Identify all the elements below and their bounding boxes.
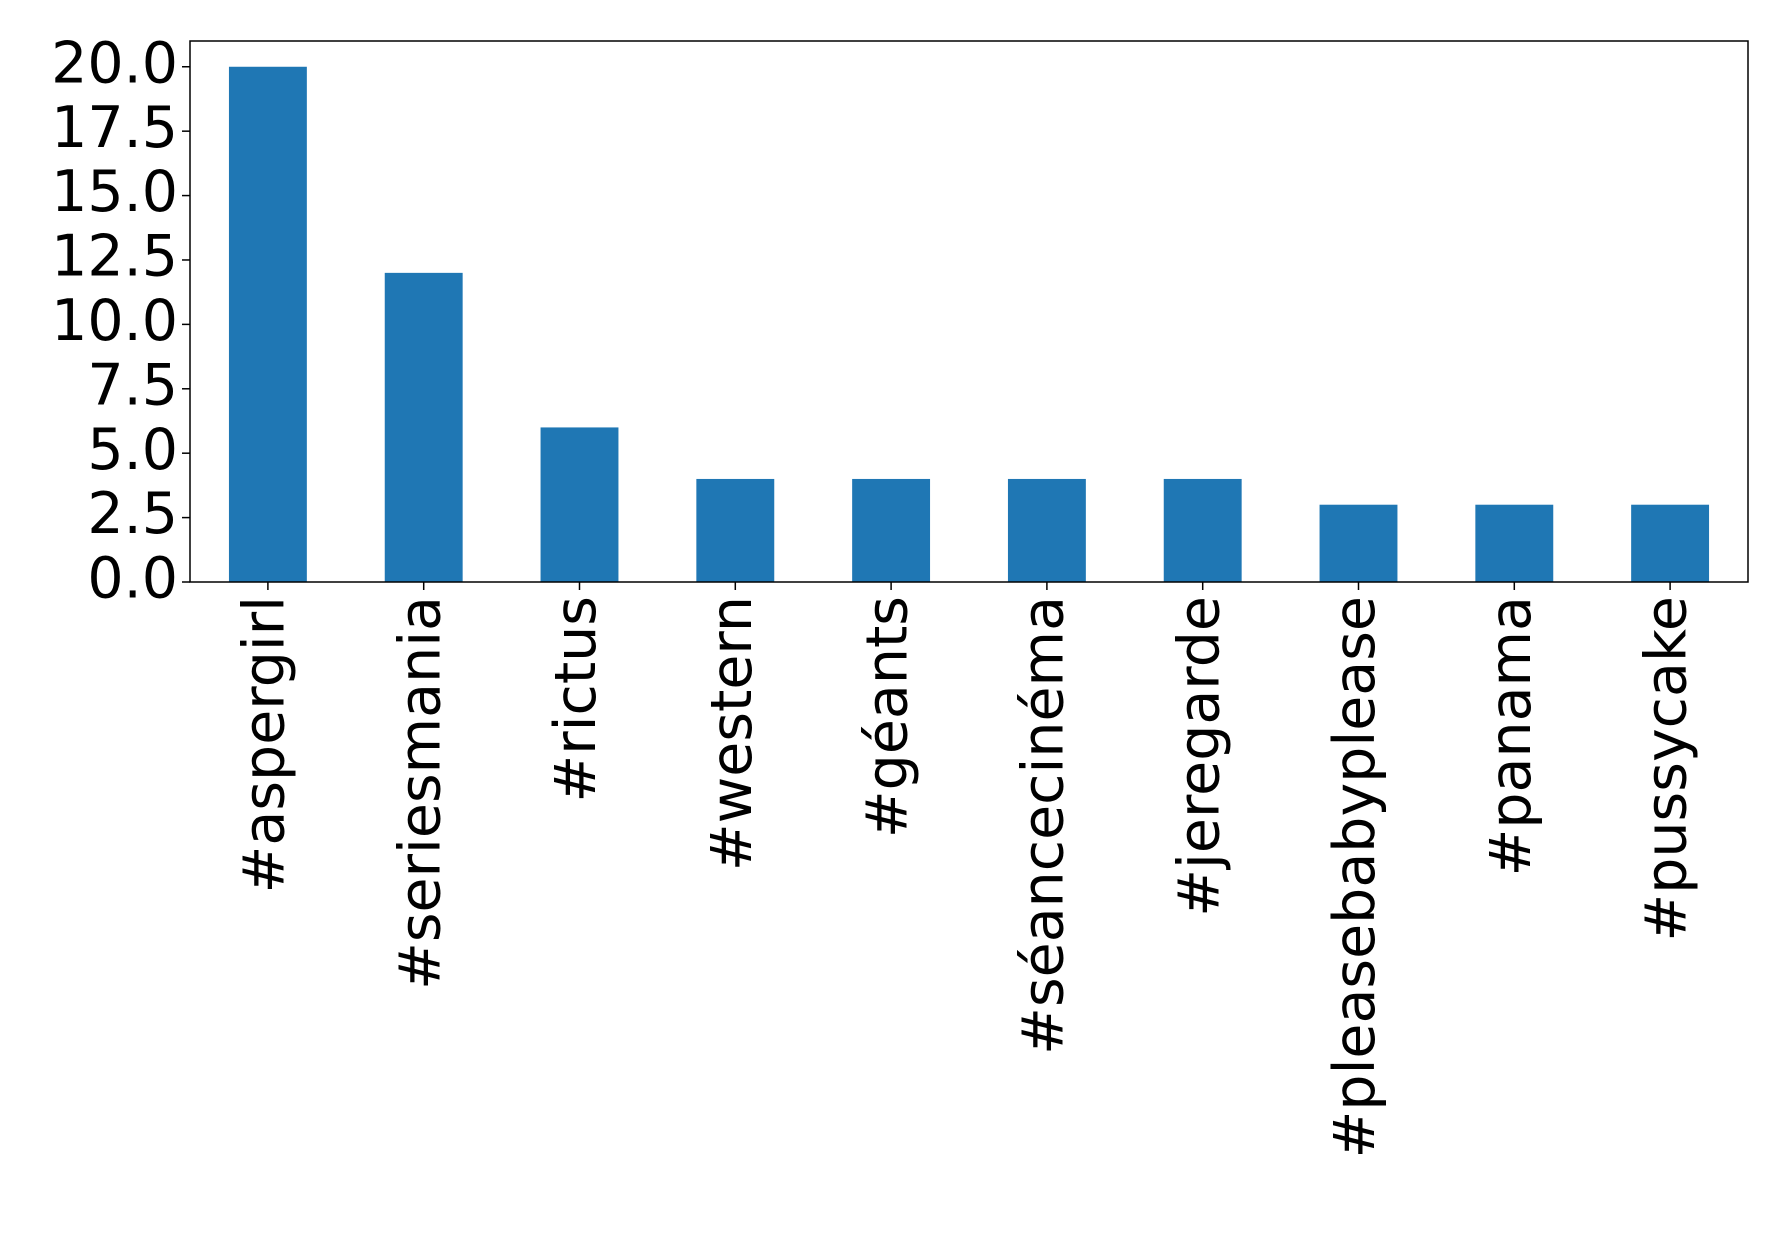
bar [1475, 504, 1554, 582]
y-tick-label: 0.0 [87, 546, 178, 612]
plot-frame [189, 40, 1749, 583]
bar [852, 478, 931, 582]
bar [384, 272, 463, 582]
y-tick-label: 20.0 [51, 30, 178, 96]
x-tick-label: #rictus [543, 596, 609, 803]
bar [540, 427, 619, 582]
x-tick-label: #western [699, 596, 765, 871]
bar [1163, 478, 1242, 582]
x-tick-label: #pleasebabyplease [1322, 596, 1388, 1158]
bar [1007, 478, 1086, 582]
x-tick-label: #aspergirl [232, 596, 298, 893]
y-tick-label: 15.0 [51, 159, 178, 225]
y-tick-label: 12.5 [51, 224, 178, 290]
x-tick-label: #panama [1478, 596, 1544, 876]
bar [696, 478, 775, 582]
x-tick-label: #jeregarde [1166, 596, 1232, 917]
x-tick-label: #pussycake [1634, 596, 1700, 942]
bar [228, 66, 307, 582]
y-tick-label: 5.0 [87, 417, 178, 483]
x-tick-label: #géants [855, 596, 921, 838]
x-tick-label: #séancecinéma [1011, 596, 1077, 1055]
y-tick-label: 2.5 [87, 481, 178, 547]
y-tick-label: 10.0 [51, 288, 178, 354]
y-tick-label: 17.5 [51, 95, 178, 161]
bar [1319, 504, 1398, 582]
y-tick-label: 7.5 [87, 352, 178, 418]
bar [1631, 504, 1710, 582]
x-tick-label: #seriesmania [387, 596, 453, 990]
